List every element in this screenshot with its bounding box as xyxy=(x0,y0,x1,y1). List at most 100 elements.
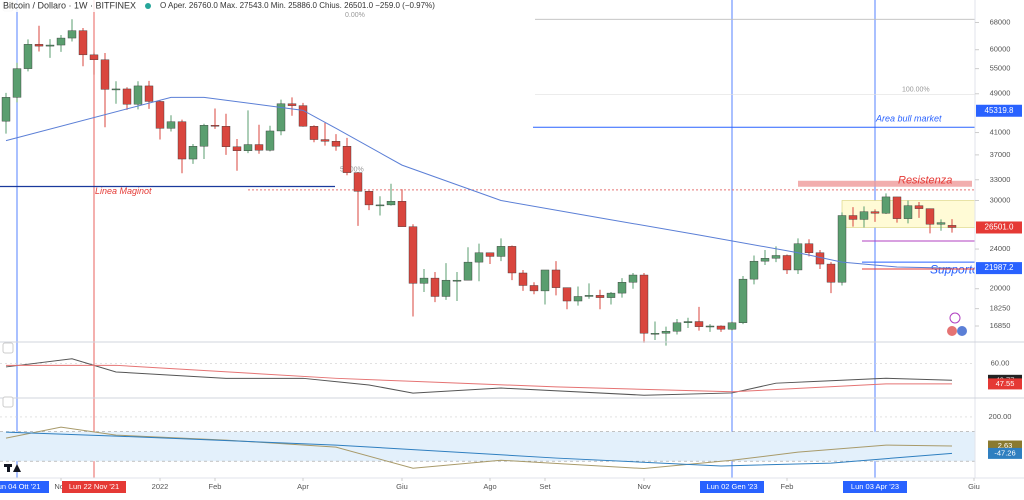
candle-body xyxy=(397,201,407,227)
indicator-line xyxy=(5,431,953,467)
y-tick-label: 68000 xyxy=(990,17,1011,26)
candle-body xyxy=(210,125,220,127)
candle-body xyxy=(199,125,209,147)
price-label: 21987.2 xyxy=(985,263,1014,272)
x-tick-highlight xyxy=(843,481,907,493)
candle-body xyxy=(452,279,462,282)
value-label-box xyxy=(988,447,1022,459)
candle-body xyxy=(529,285,539,292)
value-label-box xyxy=(988,378,1022,390)
candle-body xyxy=(936,222,946,225)
x-tick-label: 2022 xyxy=(152,482,169,491)
candle-body xyxy=(188,146,198,160)
candle-body xyxy=(12,68,22,98)
candle-body xyxy=(221,126,231,147)
candle-body xyxy=(760,258,770,262)
candle-body xyxy=(837,215,847,283)
value-label: 47.55 xyxy=(996,379,1015,388)
candle-body xyxy=(265,130,275,151)
y-tick-label: 24000 xyxy=(990,244,1011,253)
candle-body xyxy=(45,44,55,47)
x-tick-label: Lun 04 Ott '21 xyxy=(0,482,40,491)
candle-body xyxy=(518,272,528,286)
plot: 0.00% 100.00% 50.00% Linea Maginot Area bull… xyxy=(0,0,1020,478)
candle-body xyxy=(914,205,924,209)
y-tick-label: 49000 xyxy=(990,89,1011,98)
y-tick-label: 20000 xyxy=(990,284,1011,293)
candle-body xyxy=(881,196,891,214)
candle-body xyxy=(441,279,451,297)
level-label: Area bull market xyxy=(875,114,942,124)
candle-body xyxy=(705,325,715,328)
price-label: 26501.0 xyxy=(985,223,1014,232)
candle-body xyxy=(683,321,693,323)
candle-body xyxy=(771,255,781,259)
indicator-line xyxy=(6,364,953,393)
x-tick-label: Giu xyxy=(396,482,408,491)
resistance-box xyxy=(798,180,972,187)
candle-body xyxy=(342,146,352,173)
value-label: -47.26 xyxy=(994,448,1015,457)
candle-body xyxy=(122,88,132,105)
level-label: 100.00% xyxy=(902,86,930,93)
candle-body xyxy=(254,144,264,151)
price-label: 45319.8 xyxy=(985,106,1014,115)
x-tick-label: Set xyxy=(539,482,551,491)
tv-logo xyxy=(4,464,21,472)
y-tick-label: 16850 xyxy=(990,321,1011,330)
price-label-box xyxy=(976,104,1022,117)
x-tick-label: Nov xyxy=(637,482,651,491)
level-label: Linea Maginot xyxy=(95,186,152,196)
price-axis xyxy=(975,0,1024,495)
candle-body xyxy=(89,54,99,60)
candle-body xyxy=(309,126,319,140)
level-label: Resistenza xyxy=(898,175,952,187)
symbol-title: Bitcoin / Dollaro · 1W · BITFINEX xyxy=(3,0,136,10)
x-tick-label: Lun 22 Nov '21 xyxy=(69,482,119,491)
candle-body xyxy=(947,225,957,228)
status-dot xyxy=(145,3,151,9)
candle-body xyxy=(738,278,748,323)
x-tick-label: Feb xyxy=(209,482,222,491)
indicator-line xyxy=(5,358,953,396)
candle-body xyxy=(232,146,242,152)
pane-badge xyxy=(2,396,14,408)
candle-body xyxy=(650,333,660,335)
candle-body xyxy=(826,263,836,283)
level-label: 50.00% xyxy=(340,167,364,174)
y-tick-label: 30000 xyxy=(990,195,1011,204)
candle-body xyxy=(584,295,594,297)
value-label-box xyxy=(988,440,1022,452)
y-tick-label: 37000 xyxy=(990,150,1011,159)
candle-body xyxy=(419,277,429,284)
candle-body xyxy=(23,44,33,69)
candle-body xyxy=(606,292,616,298)
x-tick-label: Ago xyxy=(483,482,496,491)
candle-body xyxy=(34,44,44,47)
candle-body xyxy=(507,246,517,274)
candle-body xyxy=(386,201,396,206)
icons xyxy=(947,312,967,336)
candle-body xyxy=(804,243,814,253)
candle-body xyxy=(639,274,649,334)
candle-body xyxy=(749,260,759,280)
candle-body xyxy=(331,141,341,147)
value-label: 2.63 xyxy=(998,441,1013,450)
y-tick-label: 41000 xyxy=(990,128,1011,137)
indicator-line xyxy=(5,426,953,470)
candle-body xyxy=(903,205,913,219)
candle-body xyxy=(562,287,572,302)
candle-body xyxy=(133,85,143,105)
candle-body xyxy=(320,139,330,142)
candle-body xyxy=(595,295,605,298)
x-tick-highlight xyxy=(700,481,764,493)
indicator-band xyxy=(0,431,975,462)
candle-body xyxy=(111,88,121,91)
pane-badge xyxy=(2,342,14,354)
candle-body xyxy=(661,331,671,334)
candle-body xyxy=(672,322,682,332)
moving-average xyxy=(5,96,953,269)
candle-body xyxy=(694,321,704,327)
